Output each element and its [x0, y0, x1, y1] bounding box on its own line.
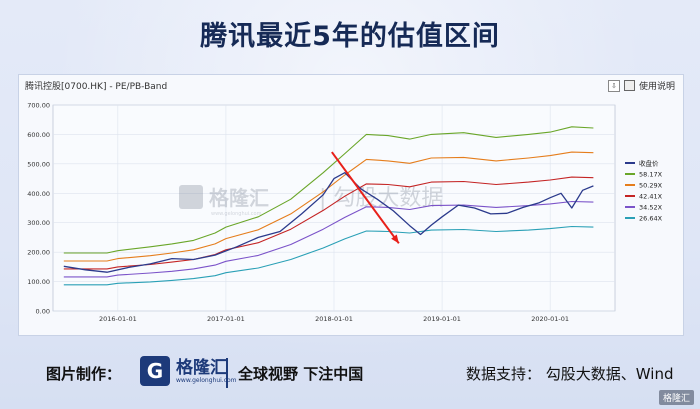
chart-tools: ⇩ 使用说明 [607, 79, 675, 92]
annotation-arrow-line [331, 151, 400, 244]
logo-icon: G [140, 356, 170, 386]
y-tick-label: 0.00 [36, 308, 50, 316]
y-tick-label: 500.00 [27, 160, 50, 168]
y-tick-label: 100.00 [27, 278, 50, 286]
legend-label: 34.52X [639, 204, 663, 212]
chart-header: 腾讯控股[0700.HK] - PE/PB-Band [25, 82, 168, 92]
legend-label: 26.64X [639, 215, 663, 223]
made-by-label: 图片制作： [46, 365, 122, 383]
pe-band-chart: 0.00 100.00 200.00 300.00 400.00 500.00 600.00… [27, 102, 663, 324]
series-line-5029X [63, 151, 594, 262]
x-tick-label: 2017-01-01 [207, 315, 245, 323]
download-icon[interactable]: ⇩ [607, 79, 620, 92]
y-tick-label: 600.00 [27, 131, 50, 139]
series-line-5817X [63, 126, 594, 254]
page-title: 腾讯最近5年的估值区间 [200, 21, 500, 52]
chart-panel: 0.00 100.00 200.00 300.00 400.00 500.00 600.00… [18, 74, 684, 336]
series-line-4241X [63, 176, 594, 270]
slogan: 全球视野 下注中国 [238, 365, 364, 383]
svg-text:www.gelonghui.com: www.gelonghui.com [211, 211, 262, 217]
help-link[interactable]: 使用说明 [638, 82, 675, 92]
legend-label: 50.29X [639, 182, 663, 190]
logo-site: www.gelonghui.com [176, 376, 237, 384]
logo-name: 格隆汇 [176, 357, 227, 378]
footer-logo: G 格隆汇 www.gelonghui.com [140, 356, 237, 386]
x-tick-label: 2018-01-01 [315, 315, 353, 323]
x-tick-label: 2019-01-01 [423, 315, 461, 323]
corner-watermark: 格隆汇 [658, 390, 694, 405]
y-tick-label: 300.00 [27, 219, 50, 227]
svg-text:格隆汇: 格隆汇 [209, 186, 269, 210]
data-support: 数据支持： 勾股大数据、Wind [466, 365, 674, 383]
legend-label: 58.17X [639, 171, 663, 179]
x-tick-label: 2016-01-01 [99, 315, 137, 323]
footer-divider [226, 358, 228, 388]
x-tick-label: 2020-01-01 [531, 315, 569, 323]
y-tick-label: 700.00 [27, 102, 50, 110]
series-line-3452X [63, 200, 594, 278]
legend-label: 收盘价 [639, 159, 659, 168]
y-tick-label: 400.00 [27, 190, 50, 198]
y-tick-label: 200.00 [27, 249, 50, 257]
legend-label: 42.41X [639, 193, 663, 201]
series-line-2664X [63, 225, 594, 286]
annotation-arrow-head [391, 234, 399, 244]
footer: 图片制作： G 格隆汇 www.gelonghui.com 全球视野 下注中国 … [0, 350, 700, 400]
series-line- [63, 172, 594, 273]
help-icon[interactable] [623, 80, 635, 91]
